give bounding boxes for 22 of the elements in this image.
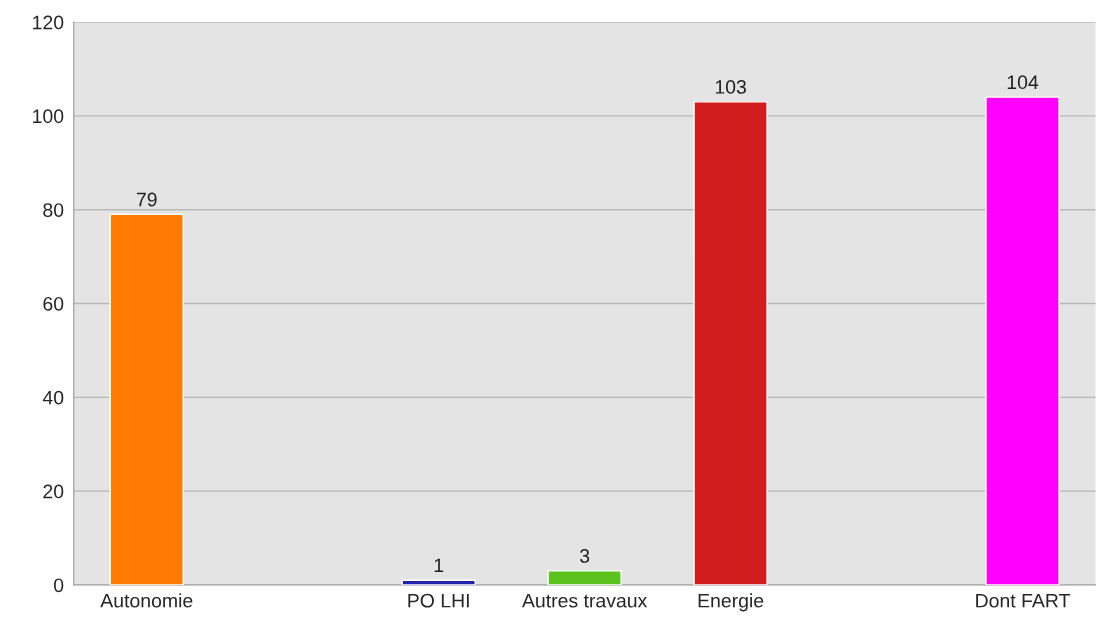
data-label: 104 (1007, 75, 1039, 90)
x-tick-label: PO LHI (408, 593, 469, 608)
y-tick-label: 20 (43, 484, 64, 499)
y-tick-label: 80 (43, 203, 64, 217)
y-tick-label: 120 (33, 15, 64, 30)
data-label: 103 (715, 80, 746, 94)
bar (547, 570, 622, 585)
bar (401, 579, 476, 585)
data-label: 79 (136, 192, 157, 207)
x-tick-label: Autres travaux (521, 593, 648, 608)
y-tick-label: 40 (42, 390, 64, 405)
x-tick-label: Autonomie (100, 593, 193, 608)
data-label: 3 (579, 549, 590, 563)
bar (109, 213, 184, 585)
y-tick-label: 60 (43, 296, 64, 311)
y-tick-label: 100 (33, 109, 64, 124)
y-tick-label: 0 (53, 578, 64, 593)
x-tick-label: Dont FART (976, 593, 1070, 608)
x-tick-label: Energie (698, 593, 764, 612)
data-label: 1 (434, 558, 444, 573)
bar (693, 101, 768, 585)
bar (985, 96, 1060, 585)
